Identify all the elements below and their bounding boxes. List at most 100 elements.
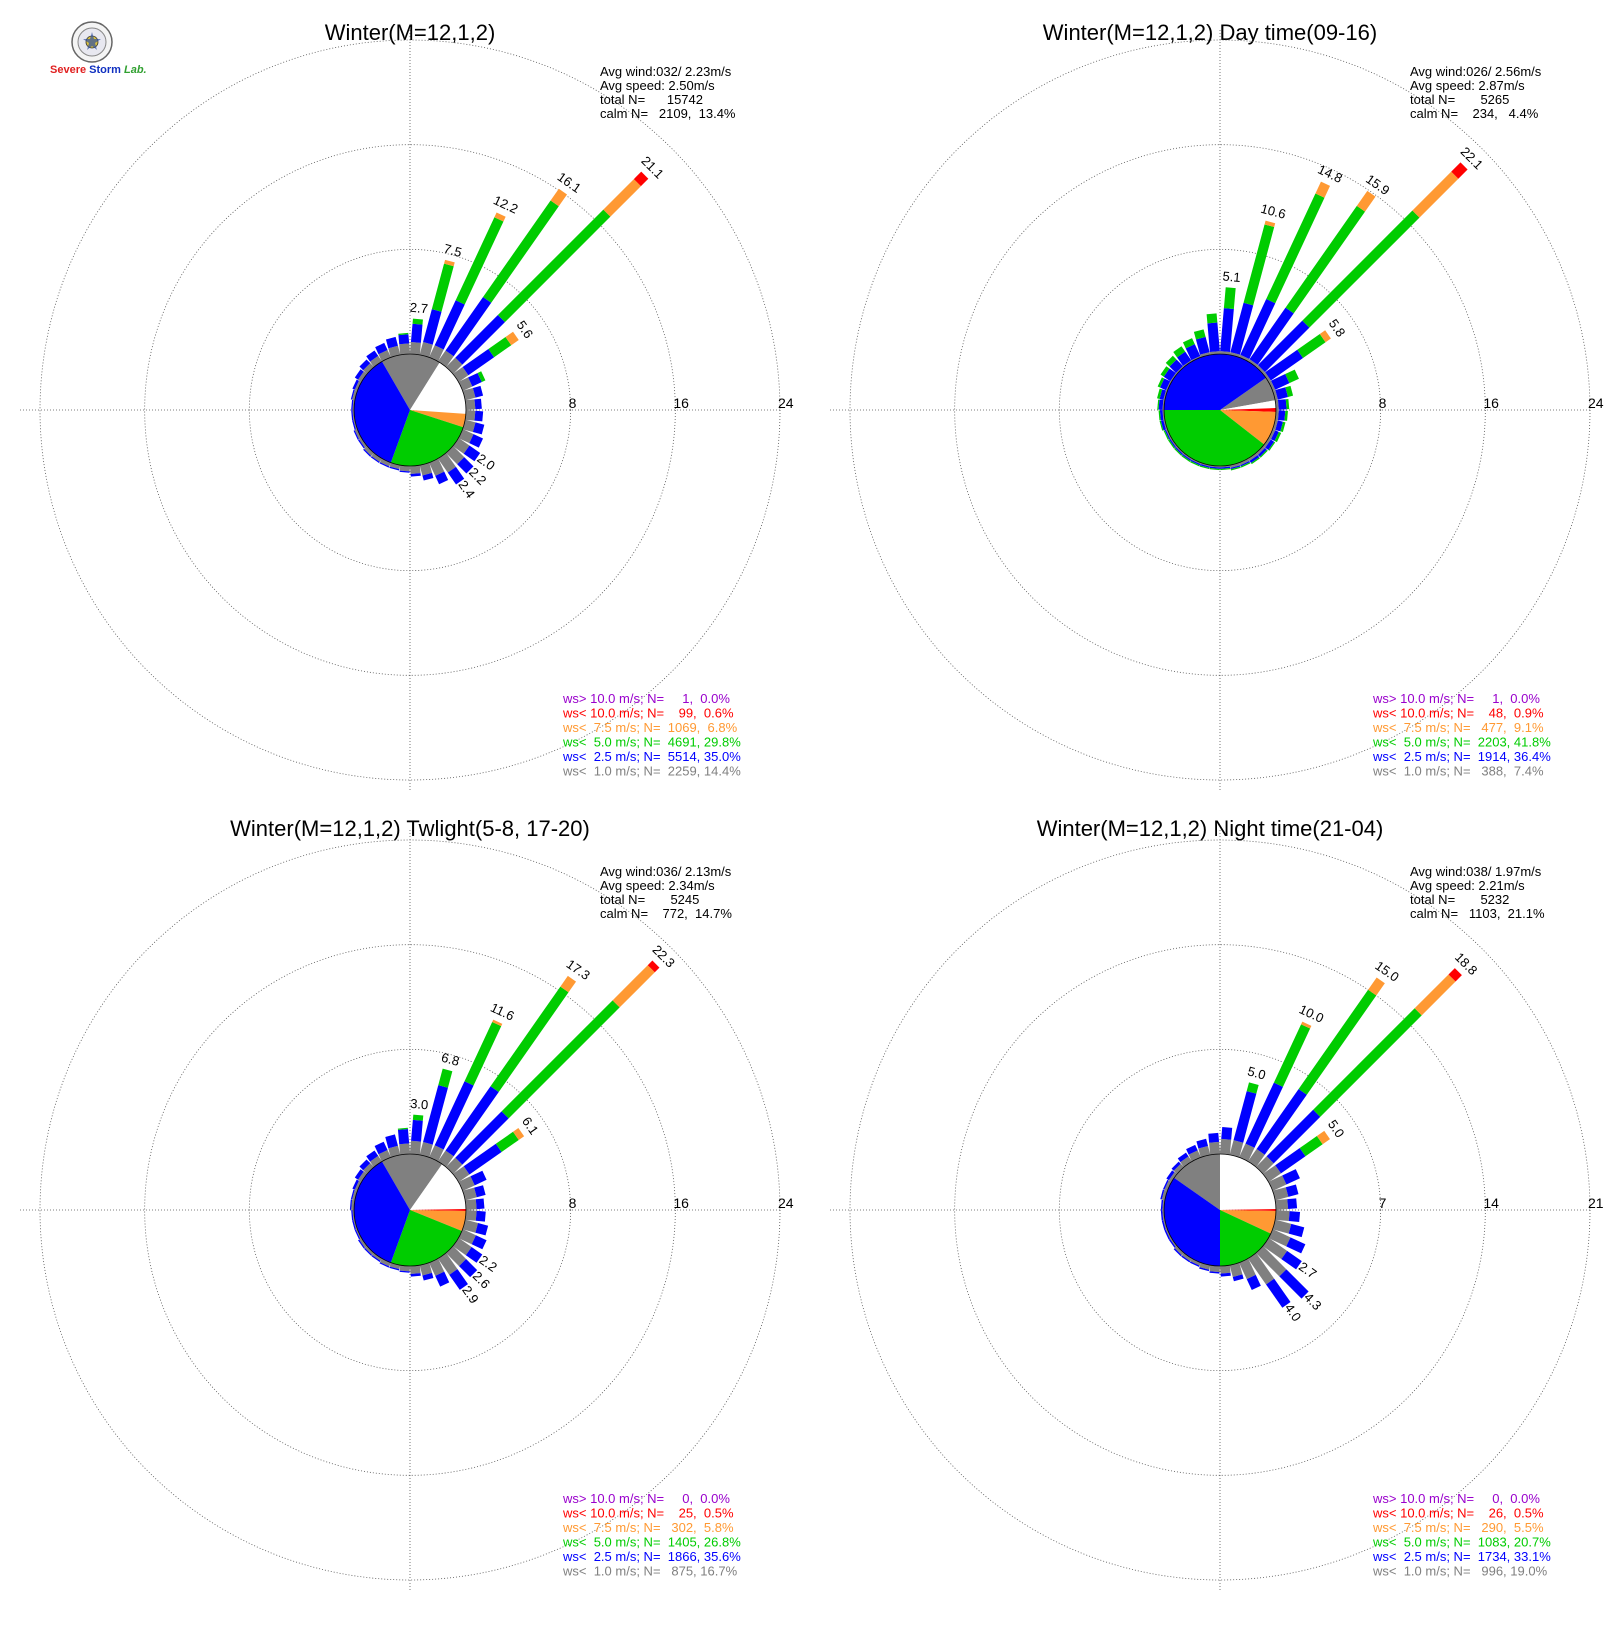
bar-total-label: 7.5	[442, 241, 463, 260]
bar-segment	[1256, 1156, 1274, 1174]
ring-label: 8	[569, 395, 577, 411]
ring-label: 24	[1588, 395, 1604, 411]
bar-segment	[350, 1189, 355, 1200]
bar-segment	[446, 446, 465, 465]
stats-line: Avg speed: 2.50m/s	[600, 78, 715, 93]
bar-segment	[1263, 1238, 1288, 1260]
bar-segment	[423, 309, 442, 345]
calm-pie-slice	[410, 362, 466, 414]
wind-bar	[358, 1238, 367, 1249]
bar-segment	[1199, 1262, 1211, 1270]
calm-pie-slice	[353, 1161, 410, 1263]
stats-line: total N= 5232	[1410, 892, 1509, 907]
wind-bar	[1199, 1262, 1211, 1272]
bar-segment	[1268, 380, 1276, 391]
wind-bar	[389, 1262, 401, 1271]
bar-segment	[458, 377, 473, 391]
bar-segment	[359, 1238, 367, 1248]
legend-entry: ws> 10.0 m/s; N= 0, 0.0%	[1372, 1491, 1540, 1506]
legend-entry: ws< 2.5 m/s; N= 1914, 36.4%	[1372, 749, 1551, 764]
bar-segment	[446, 357, 463, 374]
bar-segment	[471, 1235, 487, 1250]
bar-segment	[1286, 1237, 1306, 1254]
bar-segment	[1177, 351, 1192, 366]
bar-segment	[1266, 193, 1325, 304]
wind-bar: 2.7	[409, 300, 429, 355]
bar-segment	[445, 1086, 499, 1157]
calm-pie-slice	[410, 1210, 466, 1231]
bar-segment	[1315, 181, 1331, 198]
bar-segment	[1157, 399, 1160, 410]
bar-segment	[462, 419, 476, 433]
wind-bar	[366, 1150, 382, 1167]
wind-bar	[352, 1219, 358, 1231]
bar-segment	[647, 960, 660, 973]
bar-segment	[1273, 1024, 1311, 1087]
bar-segment	[399, 1265, 411, 1272]
wind-bar	[1157, 388, 1168, 401]
bar-segment	[465, 1209, 477, 1221]
bar-segment	[472, 385, 484, 398]
wind-bar	[1173, 1246, 1184, 1257]
bar-segment	[1272, 389, 1278, 401]
bar-segment	[633, 171, 649, 187]
bar-segment	[453, 438, 470, 454]
calm-pie-slice	[1164, 410, 1265, 467]
legend-entry: ws> 10.0 m/s; N= 1, 0.0%	[562, 691, 730, 706]
wind-bar	[1199, 462, 1211, 470]
wind-bar: 10.6	[1229, 201, 1287, 358]
bar-segment	[477, 371, 486, 383]
bar-segment	[1177, 1152, 1189, 1163]
bar-segment	[474, 410, 484, 422]
bar-segment	[388, 1145, 401, 1158]
bar-segment	[1198, 1145, 1211, 1158]
bar-segment	[438, 1253, 458, 1275]
bar-segment	[1275, 387, 1289, 400]
bar-segment	[1239, 1258, 1256, 1280]
bar-segment	[358, 1171, 367, 1182]
wind-bar	[352, 419, 358, 431]
wind-bar	[399, 1265, 411, 1273]
bar-segment	[1281, 1250, 1302, 1270]
bar-segment	[399, 470, 410, 473]
bar-segment	[455, 315, 505, 365]
bar-segment	[1163, 430, 1169, 440]
bar-segment	[462, 1187, 477, 1201]
bar-segment	[1159, 410, 1164, 421]
ring-label: 8	[569, 1195, 577, 1211]
bar-segment	[353, 1219, 358, 1230]
bar-segment	[389, 462, 401, 470]
legend-entry: ws< 7.5 m/s; N= 290, 5.5%	[1372, 1520, 1544, 1535]
bar-segment	[385, 1134, 398, 1149]
wind-bar	[465, 398, 482, 411]
calm-pie-slice	[353, 361, 410, 463]
bar-segment	[397, 1127, 408, 1130]
stats-line: calm N= 2109, 13.4%	[600, 106, 736, 121]
bar-segment	[1259, 449, 1268, 458]
legend-entry: ws< 10.0 m/s; N= 99, 0.6%	[562, 706, 734, 721]
bar-segment	[354, 1229, 361, 1240]
range-ring	[954, 144, 1486, 676]
bar-segment	[354, 429, 362, 440]
wind-bar	[366, 350, 382, 367]
bar-segment	[1245, 1082, 1283, 1148]
wind-bar	[465, 409, 484, 422]
lab-seal-icon	[71, 21, 113, 63]
bar-segment	[1165, 355, 1177, 367]
bar-segment	[1275, 1209, 1290, 1222]
bar-segment	[1256, 365, 1265, 374]
bar-segment	[409, 1265, 421, 1275]
bar-segment	[457, 457, 474, 474]
wind-bar	[1186, 1144, 1201, 1162]
bar-segment	[1206, 313, 1218, 324]
bar-segment	[469, 434, 484, 448]
bar-segment	[1170, 373, 1177, 382]
bar-segment	[462, 349, 495, 376]
bar-segment	[453, 1238, 472, 1256]
bar-segment	[1297, 334, 1326, 358]
wind-bar	[363, 446, 374, 457]
bar-segment	[429, 1145, 444, 1162]
bar-segment	[1266, 1109, 1321, 1164]
bar-segment	[1166, 1170, 1175, 1181]
calm-pie-slice	[1220, 1210, 1276, 1234]
